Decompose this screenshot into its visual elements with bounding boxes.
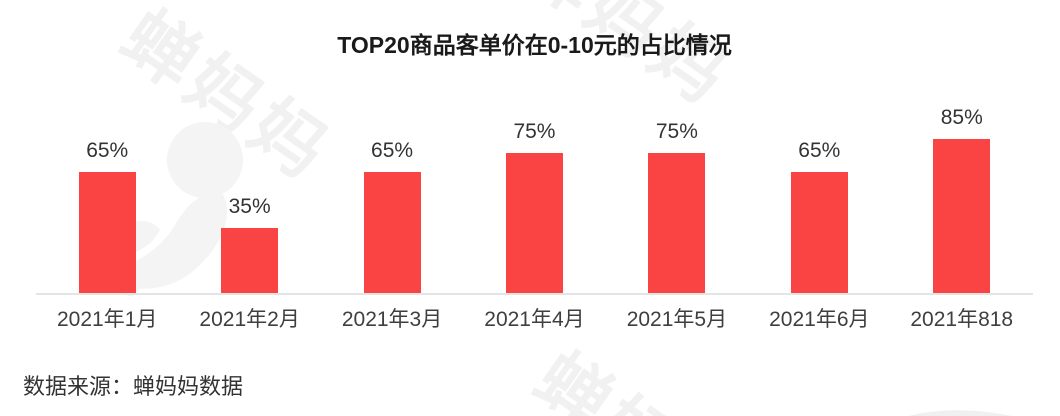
bar-value-label: 65% [371,138,414,162]
plot-area: 65% 35% 65% 75% 75% 65% 85% [36,106,1033,294]
bar-value-label: 75% [655,119,698,143]
bar [505,153,563,294]
bar [933,139,991,294]
bar-group: 65% [748,106,890,294]
bar [221,228,279,294]
bar [790,172,848,294]
bar-value-label: 65% [86,138,129,162]
bar-value-label: 35% [228,194,271,218]
x-axis-line [36,293,1033,295]
data-source-note: 数据来源：蝉妈妈数据 [23,374,244,399]
bar-group: 65% [36,106,178,294]
category-axis: 2021年1月 2021年2月 2021年3月 2021年4月 2021年5月 2021年… [36,307,1033,333]
category-label: 2021年818 [910,308,1014,331]
bar-group: 75% [463,106,605,294]
category-label: 2021年3月 [341,308,443,331]
category-label: 2021年4月 [484,308,585,331]
bar [78,172,136,294]
bar [648,153,706,294]
bar-group: 75% [606,106,748,294]
category-label: 2021年6月 [769,308,870,331]
category-label: 2021年1月 [57,308,158,331]
chart-title: TOP20商品客单价在0-10元的占比情况 [337,32,732,58]
bar-value-label: 75% [513,119,556,143]
category-label: 2021年5月 [626,308,728,331]
bar-value-label: 85% [940,106,983,129]
bar-group: 35% [178,106,320,294]
bar [363,172,421,294]
bar-group: 85% [891,106,1033,294]
bar-value-label: 65% [798,138,841,162]
category-label: 2021年2月 [199,308,300,331]
bar-group: 65% [321,106,463,294]
